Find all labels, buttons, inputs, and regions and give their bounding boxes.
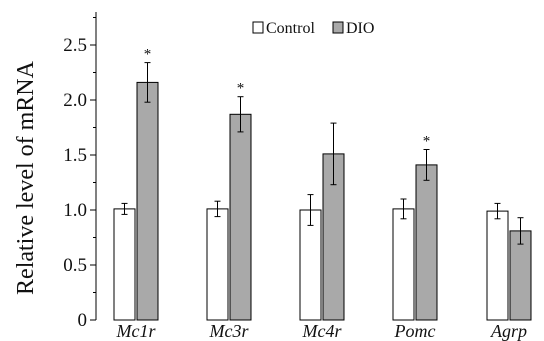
significance-marker: *	[423, 134, 431, 150]
bar-control-mc1r	[113, 208, 136, 321]
x-tick-label-agrp: Agrp	[490, 321, 527, 341]
x-tick-label-mc4r: Mc4r	[302, 321, 343, 341]
y-tick-label: 0.5	[63, 255, 87, 276]
x-tick-label-mc3r: Mc3r	[209, 321, 250, 341]
legend: Control DIO	[252, 20, 374, 37]
bar-control-mc4r	[299, 209, 322, 321]
bar-control-mc3r	[206, 208, 229, 321]
y-axis-label: Relative level of mRNA	[13, 60, 39, 295]
y-tick-label: 1.5	[63, 145, 87, 166]
x-tick-label-pomc: Pomc	[394, 321, 436, 341]
y-tick-label: 0	[78, 310, 88, 331]
x-tick-label-mc1r: Mc1r	[116, 321, 157, 341]
significance-marker: *	[144, 47, 152, 63]
y-tick-label: 2.0	[63, 90, 87, 111]
legend-swatch-dio	[332, 21, 344, 34]
y-tick-label: 2.5	[63, 35, 87, 56]
legend-label-control: Control	[266, 20, 315, 37]
x-axis-labels: Mc1r Mc3r Mc4r Pomc Agrp	[116, 321, 528, 341]
bar-dio-mc1r	[136, 81, 159, 321]
bar-dio-mc3r	[229, 113, 252, 321]
y-tick-label: 1.0	[63, 200, 87, 221]
significance-marker: *	[237, 81, 245, 97]
legend-label-dio: DIO	[346, 20, 374, 37]
legend-swatch-control	[252, 21, 264, 34]
bar-dio-pomc	[415, 164, 438, 321]
bar-control-agrp	[486, 210, 509, 321]
bar-control-pomc	[392, 208, 415, 321]
bars: * * *	[113, 47, 532, 321]
y-axis: 0 0.5 1.0 1.5 2.0 2.5	[63, 12, 97, 331]
